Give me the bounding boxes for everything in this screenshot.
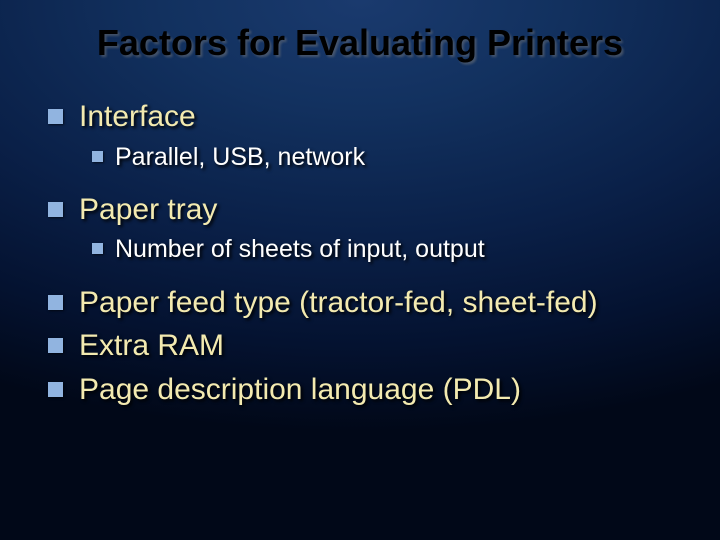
square-bullet-icon bbox=[48, 109, 63, 124]
bullet-level2-text: Parallel, USB, network bbox=[115, 142, 365, 173]
bullet-level1: Paper tray bbox=[48, 191, 672, 229]
square-bullet-icon bbox=[48, 295, 63, 310]
bullet-level1-text: Page description language (PDL) bbox=[79, 371, 521, 409]
bullet-level2: Parallel, USB, network bbox=[92, 142, 672, 173]
bullet-level1-text: Paper tray bbox=[79, 191, 217, 229]
square-bullet-icon bbox=[92, 151, 103, 162]
slide: Factors for Evaluating Printers Interfac… bbox=[0, 0, 720, 540]
slide-title: Factors for Evaluating Printers bbox=[48, 22, 672, 64]
bullet-level2-text: Number of sheets of input, output bbox=[115, 234, 485, 265]
square-bullet-icon bbox=[48, 338, 63, 353]
square-bullet-icon bbox=[92, 243, 103, 254]
bullet-level1: Page description language (PDL) bbox=[48, 371, 672, 409]
bullet-level1-text: Extra RAM bbox=[79, 327, 224, 365]
bullet-level1: Extra RAM bbox=[48, 327, 672, 365]
bullet-level1-text: Interface bbox=[79, 98, 196, 136]
bullet-level1-text: Paper feed type (tractor-fed, sheet-fed) bbox=[79, 284, 598, 322]
content-area: Interface Parallel, USB, network Paper tra… bbox=[48, 98, 672, 408]
bullet-level2: Number of sheets of input, output bbox=[92, 234, 672, 265]
bullet-level1: Interface bbox=[48, 98, 672, 136]
bullet-level1: Paper feed type (tractor-fed, sheet-fed) bbox=[48, 284, 672, 322]
square-bullet-icon bbox=[48, 202, 63, 217]
square-bullet-icon bbox=[48, 382, 63, 397]
